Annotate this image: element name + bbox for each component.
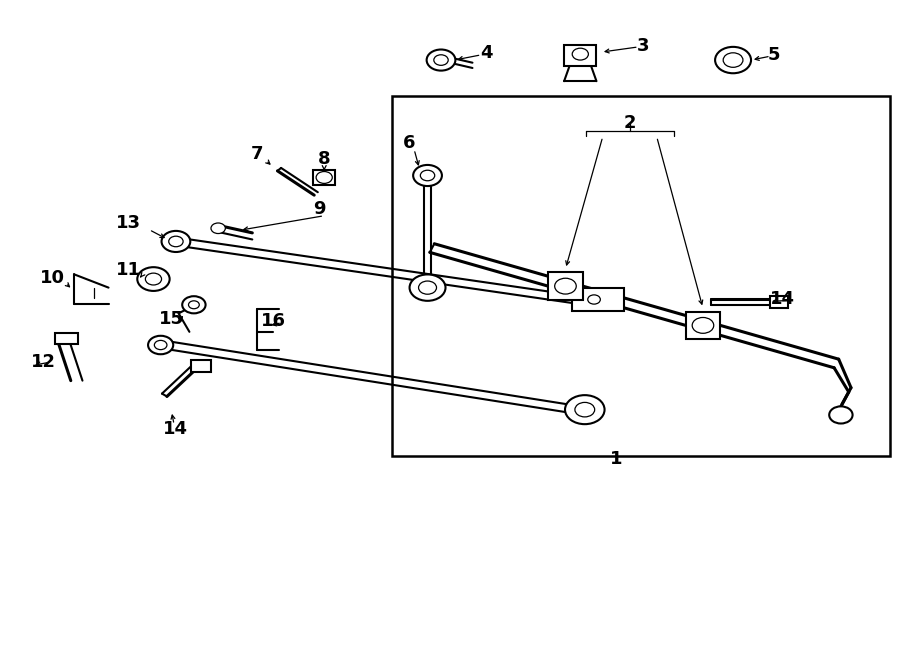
Bar [392, 97, 890, 456]
Text: 11: 11 [116, 261, 140, 279]
Circle shape [413, 165, 442, 186]
Bar [55, 333, 78, 344]
Text: 12: 12 [32, 353, 57, 371]
Text: 3: 3 [637, 36, 650, 55]
Circle shape [427, 50, 455, 71]
Text: 8: 8 [318, 150, 330, 168]
Circle shape [434, 55, 448, 65]
Circle shape [575, 403, 595, 417]
Circle shape [182, 296, 205, 313]
Circle shape [155, 340, 166, 350]
Circle shape [829, 407, 852, 424]
Circle shape [724, 53, 742, 67]
Bar [313, 170, 335, 185]
Text: 1: 1 [610, 450, 623, 468]
Circle shape [692, 317, 714, 333]
Bar [770, 296, 788, 308]
Bar [548, 272, 582, 300]
Text: 16: 16 [260, 312, 285, 330]
Text: 5: 5 [768, 46, 779, 63]
Circle shape [188, 301, 199, 309]
Circle shape [138, 267, 169, 291]
Circle shape [572, 48, 589, 60]
Circle shape [418, 281, 436, 294]
Bar [191, 360, 211, 372]
Text: 13: 13 [116, 214, 140, 232]
Circle shape [148, 336, 173, 354]
Circle shape [161, 231, 190, 252]
Circle shape [146, 273, 161, 285]
Text: 15: 15 [159, 309, 184, 328]
Text: 14: 14 [164, 420, 188, 438]
Circle shape [420, 171, 435, 180]
Circle shape [554, 278, 576, 294]
Text: 9: 9 [313, 200, 326, 218]
Circle shape [588, 295, 600, 304]
Circle shape [565, 395, 605, 424]
Bar [564, 45, 597, 66]
Circle shape [211, 223, 225, 233]
Circle shape [168, 236, 183, 247]
Circle shape [410, 274, 446, 301]
Text: 7: 7 [250, 145, 263, 163]
Text: 14: 14 [770, 290, 795, 308]
Text: 6: 6 [403, 134, 416, 151]
Bar [686, 311, 720, 339]
Circle shape [716, 47, 751, 73]
Bar [572, 288, 625, 311]
Circle shape [316, 172, 332, 183]
Text: 2: 2 [624, 114, 636, 132]
Text: 10: 10 [40, 269, 66, 287]
Text: 4: 4 [480, 44, 492, 62]
